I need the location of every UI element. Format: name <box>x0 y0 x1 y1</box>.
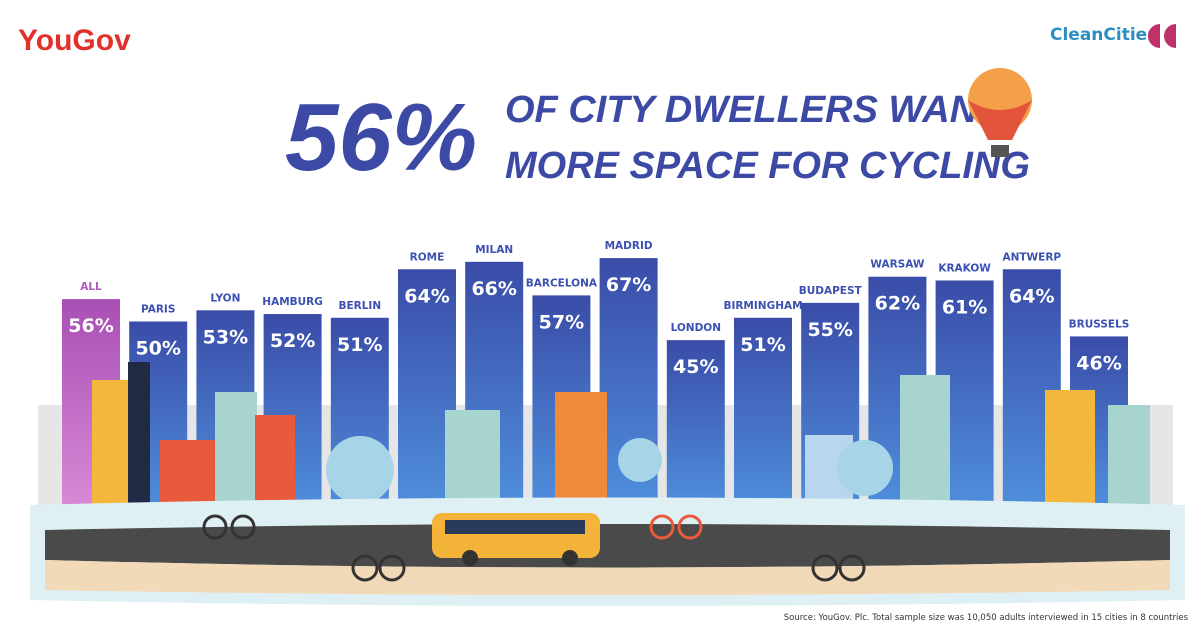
source-note: Source: YouGov. Plc. Total sample size w… <box>784 613 1189 623</box>
value-label: 67% <box>606 274 651 296</box>
city-label: BRUSSELS <box>1069 318 1130 330</box>
value-label: 61% <box>942 296 987 318</box>
brand-logo: YouGov <box>18 24 131 57</box>
value-label: 51% <box>740 334 785 356</box>
value-label: 50% <box>135 338 180 360</box>
headline-line: MORE SPACE FOR CYCLING <box>505 145 1030 187</box>
city-label: ALL <box>80 281 102 293</box>
city-label: BUDAPEST <box>799 285 863 297</box>
city-label: ANTWERP <box>1002 251 1061 263</box>
bar <box>734 317 792 508</box>
value-label: 62% <box>875 293 920 315</box>
balloon <box>968 68 1032 157</box>
city-label: MILAN <box>475 244 513 256</box>
city-label: WARSAW <box>870 259 925 271</box>
city-label: PARIS <box>141 304 175 316</box>
value-label: 51% <box>337 334 382 356</box>
city-label: MADRID <box>605 240 653 252</box>
foreground-scenery <box>30 362 1185 606</box>
city-label: LYON <box>210 292 240 304</box>
value-label: 52% <box>270 330 315 352</box>
city-label: ROME <box>410 251 445 263</box>
city-label: LONDON <box>671 322 721 334</box>
value-label: 57% <box>539 311 584 333</box>
value-label: 53% <box>203 326 248 348</box>
city-label: HAMBURG <box>262 296 323 308</box>
partner-icon <box>1148 24 1176 48</box>
value-label: 64% <box>1009 285 1054 307</box>
value-label: 45% <box>673 356 718 378</box>
value-label: 56% <box>68 315 113 337</box>
city-label: BERLIN <box>338 300 381 312</box>
city-label: BARCELONA <box>526 277 598 289</box>
partner-logo: CleanCities <box>1050 25 1157 45</box>
value-label: 64% <box>404 285 449 307</box>
city-label: BIRMINGHAM <box>723 300 802 312</box>
bar <box>666 340 725 508</box>
city-label: KRAKOW <box>938 262 991 274</box>
headline-figure: 56% <box>285 84 477 191</box>
value-label: 46% <box>1076 352 1121 374</box>
value-label: 66% <box>471 278 516 300</box>
headline-line: OF CITY DWELLERS WANT <box>505 89 1003 131</box>
value-label: 55% <box>807 319 852 341</box>
